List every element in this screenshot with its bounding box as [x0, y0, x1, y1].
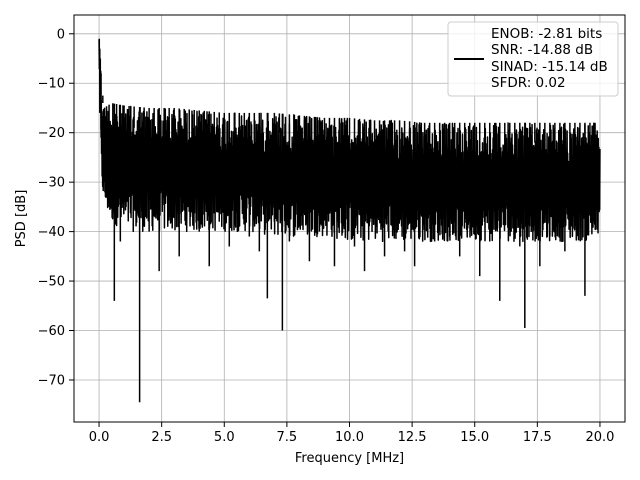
y-axis-label: PSD [dB] — [14, 190, 29, 248]
y-tick-label: −30 — [38, 176, 65, 191]
y-tick-label: −20 — [38, 126, 65, 141]
y-tick-label: 0 — [57, 27, 65, 42]
x-tick-label: 20.0 — [585, 430, 614, 445]
legend-entry-sfdr: SFDR: 0.02 — [491, 75, 566, 91]
x-tick-label: 17.5 — [523, 430, 552, 445]
y-tick-label: −70 — [38, 373, 65, 388]
x-tick-label: 2.5 — [151, 430, 172, 445]
psd-series — [98, 38, 601, 403]
ticks: 0.0 2.5 5.0 7.5 10.0 12.5 15.0 17.5 20.0 0 −10 −20 −… — [38, 27, 615, 445]
x-tick-label: 10.0 — [335, 430, 364, 445]
legend: ENOB: -2.81 bits SNR: -14.88 dB SINAD: -… — [447, 21, 619, 97]
legend-box — [447, 21, 619, 97]
legend-entry-enob: ENOB: -2.81 bits — [491, 26, 602, 42]
x-tick-label: 12.5 — [398, 430, 427, 445]
y-tick-label: −10 — [38, 77, 65, 92]
legend-entry-snr: SNR: -14.88 dB — [491, 42, 593, 58]
plot-data — [98, 38, 601, 403]
legend-entry-sinad: SINAD: -15.14 dB — [491, 59, 608, 75]
y-tick-label: −50 — [38, 275, 65, 290]
x-tick-label: 5.0 — [214, 430, 235, 445]
y-tick-label: −60 — [38, 324, 65, 339]
x-tick-label: 0.0 — [89, 430, 110, 445]
x-tick-label: 15.0 — [460, 430, 489, 445]
x-axis-label: Frequency [MHz] — [295, 451, 404, 466]
y-tick-label: −40 — [38, 225, 65, 240]
x-tick-label: 7.5 — [277, 430, 298, 445]
